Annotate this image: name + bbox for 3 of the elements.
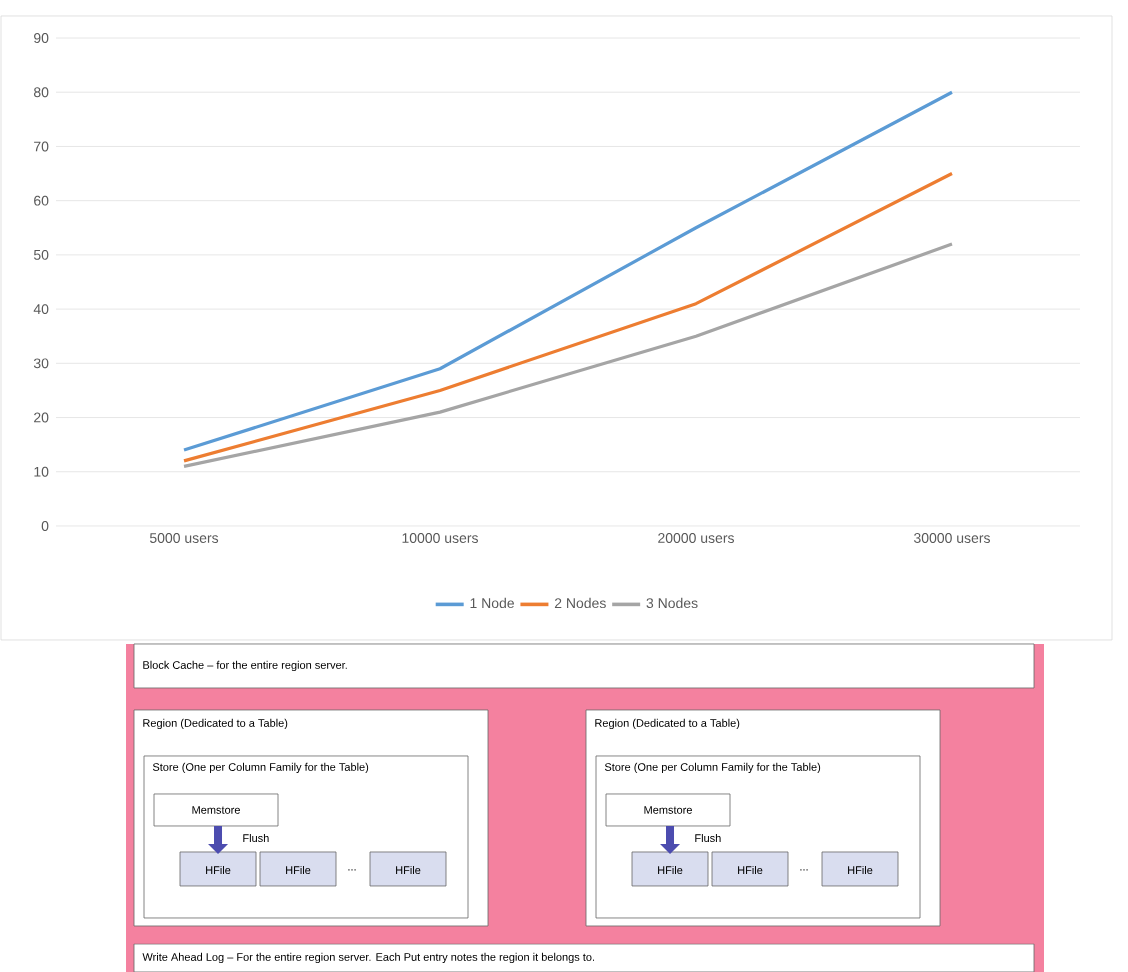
line-series [182,171,954,463]
line-series [182,242,954,468]
line-series [182,90,954,452]
